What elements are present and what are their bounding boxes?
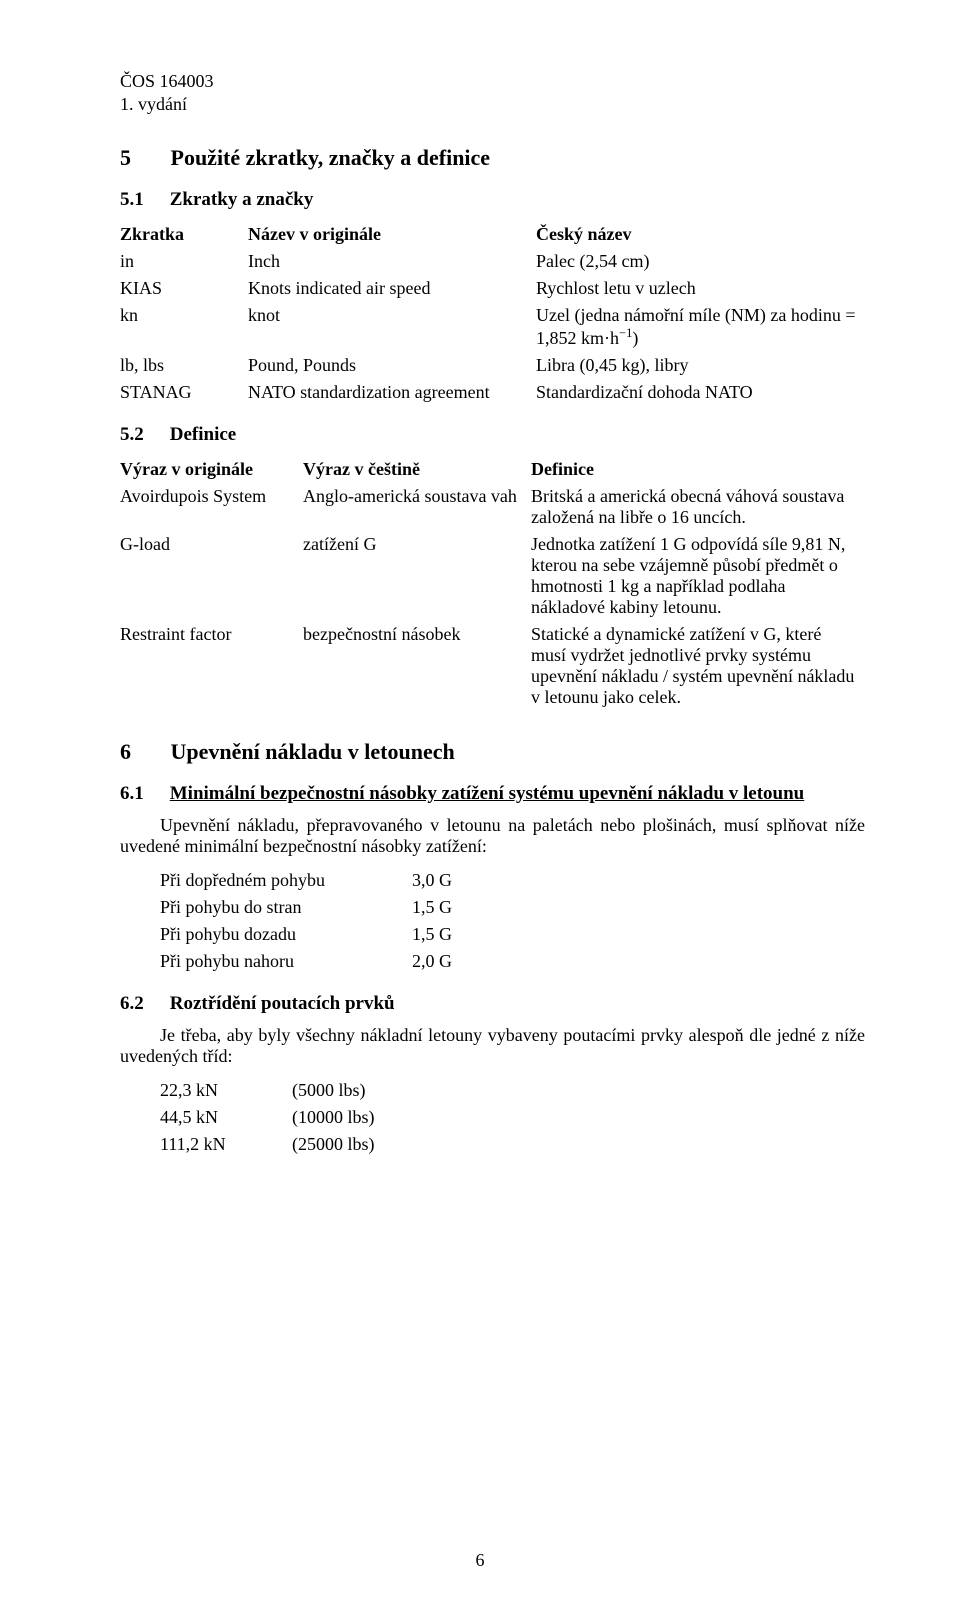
col-term-orig: Výraz v originále bbox=[120, 456, 303, 483]
doc-edition: 1. vydání bbox=[120, 93, 865, 116]
load-factors-list: Při dopředném pohybu 3,0 G Při pohybu do… bbox=[160, 867, 464, 975]
section-5-1-number: 5.1 bbox=[120, 189, 165, 211]
list-item: Při dopředném pohybu 3,0 G bbox=[160, 867, 464, 894]
cell-original: Inch bbox=[248, 248, 536, 275]
cell-definition: Statické a dynamické zatížení v G, které… bbox=[531, 621, 865, 711]
section-5-heading: 5 Použité zkratky, značky a definice bbox=[120, 145, 865, 171]
section-5-2-heading: 5.2 Definice bbox=[120, 424, 865, 446]
table-row: Restraint factor bezpečnostní násobek St… bbox=[120, 621, 865, 711]
table-row: in Inch Palec (2,54 cm) bbox=[120, 248, 865, 275]
col-czech: Český název bbox=[536, 221, 865, 248]
load-value: 3,0 G bbox=[412, 867, 464, 894]
list-item: 44,5 kN (10000 lbs) bbox=[160, 1104, 387, 1131]
page-number: 6 bbox=[0, 1550, 960, 1571]
cell-definition: Britská a americká obecná váhová soustav… bbox=[531, 483, 865, 531]
section-6-1-heading: 6.1 Minimální bezpečnostní násobky zatíž… bbox=[120, 783, 865, 805]
cell-czech: Uzel (jedna námořní míle (NM) za hodinu … bbox=[536, 302, 865, 352]
list-item: 22,3 kN (5000 lbs) bbox=[160, 1077, 387, 1104]
list-item: 111,2 kN (25000 lbs) bbox=[160, 1131, 387, 1158]
section-6-heading: 6 Upevnění nákladu v letounech bbox=[120, 739, 865, 765]
col-original: Název v originále bbox=[248, 221, 536, 248]
cell-term-cz: Anglo-americká soustava vah bbox=[303, 483, 531, 531]
cell-abbrev: lb, lbs bbox=[120, 352, 248, 379]
cell-czech: Libra (0,45 kg), libry bbox=[536, 352, 865, 379]
load-direction: Při pohybu nahoru bbox=[160, 948, 412, 975]
cell-abbrev: kn bbox=[120, 302, 248, 352]
section-6-number: 6 bbox=[120, 739, 165, 765]
cell-term-cz: zatížení G bbox=[303, 531, 531, 621]
cell-definition: Jednotka zatížení 1 G odpovídá síle 9,81… bbox=[531, 531, 865, 621]
table-row: Avoirdupois System Anglo-americká sousta… bbox=[120, 483, 865, 531]
abbrev-table: Zkratka Název v originále Český název in… bbox=[120, 221, 865, 406]
cell-czech: Standardizační dohoda NATO bbox=[536, 379, 865, 406]
section-6-2-title: Roztřídění poutacích prvků bbox=[170, 993, 395, 1014]
section-5-2-number: 5.2 bbox=[120, 424, 165, 446]
section-6-1-title: Minimální bezpečnostní násobky zatížení … bbox=[170, 783, 805, 804]
table-header-row: Výraz v originále Výraz v češtině Defini… bbox=[120, 456, 865, 483]
col-abbrev: Zkratka bbox=[120, 221, 248, 248]
class-lbs: (25000 lbs) bbox=[292, 1131, 387, 1158]
load-direction: Při pohybu dozadu bbox=[160, 921, 412, 948]
cell-term-orig: G-load bbox=[120, 531, 303, 621]
class-lbs: (5000 lbs) bbox=[292, 1077, 387, 1104]
list-item: Při pohybu nahoru 2,0 G bbox=[160, 948, 464, 975]
class-lbs: (10000 lbs) bbox=[292, 1104, 387, 1131]
section-6-2-heading: 6.2 Roztřídění poutacích prvků bbox=[120, 993, 865, 1015]
tiedown-classes-list: 22,3 kN (5000 lbs) 44,5 kN (10000 lbs) 1… bbox=[160, 1077, 387, 1158]
cell-czech: Rychlost letu v uzlech bbox=[536, 275, 865, 302]
section-5-number: 5 bbox=[120, 145, 165, 171]
cell-abbrev: STANAG bbox=[120, 379, 248, 406]
load-value: 2,0 G bbox=[412, 948, 464, 975]
section-6-1-number: 6.1 bbox=[120, 783, 165, 805]
superscript-exp: −1 bbox=[619, 326, 632, 340]
col-definition: Definice bbox=[531, 456, 865, 483]
list-item: Při pohybu dozadu 1,5 G bbox=[160, 921, 464, 948]
section-6-title: Upevnění nákladu v letounech bbox=[171, 739, 455, 764]
cell-abbrev: KIAS bbox=[120, 275, 248, 302]
section-5-1-title: Zkratky a značky bbox=[170, 189, 314, 210]
page-container: ČOS 164003 1. vydání 5 Použité zkratky, … bbox=[0, 0, 960, 1611]
table-row: kn knot Uzel (jedna námořní míle (NM) za… bbox=[120, 302, 865, 352]
table-row: G-load zatížení G Jednotka zatížení 1 G … bbox=[120, 531, 865, 621]
table-row: lb, lbs Pound, Pounds Libra (0,45 kg), l… bbox=[120, 352, 865, 379]
class-kn: 111,2 kN bbox=[160, 1131, 292, 1158]
cell-original: knot bbox=[248, 302, 536, 352]
list-item: Při pohybu do stran 1,5 G bbox=[160, 894, 464, 921]
table-row: KIAS Knots indicated air speed Rychlost … bbox=[120, 275, 865, 302]
section-6-2-number: 6.2 bbox=[120, 993, 165, 1015]
cell-czech: Palec (2,54 cm) bbox=[536, 248, 865, 275]
cell-original: Knots indicated air speed bbox=[248, 275, 536, 302]
doc-code: ČOS 164003 bbox=[120, 70, 865, 93]
table-row: STANAG NATO standardization agreement St… bbox=[120, 379, 865, 406]
section-5-2-title: Definice bbox=[170, 424, 236, 445]
section-6-2-paragraph: Je třeba, aby byly všechny nákladní leto… bbox=[120, 1025, 865, 1067]
load-direction: Při dopředném pohybu bbox=[160, 867, 412, 894]
col-term-cz: Výraz v češtině bbox=[303, 456, 531, 483]
document-header: ČOS 164003 1. vydání bbox=[120, 70, 865, 117]
cell-term-orig: Restraint factor bbox=[120, 621, 303, 711]
class-kn: 44,5 kN bbox=[160, 1104, 292, 1131]
load-value: 1,5 G bbox=[412, 894, 464, 921]
cell-original: Pound, Pounds bbox=[248, 352, 536, 379]
section-6-1-paragraph: Upevnění nákladu, přepravovaného v letou… bbox=[120, 815, 865, 857]
section-5-1-heading: 5.1 Zkratky a značky bbox=[120, 189, 865, 211]
cell-term-cz: bezpečnostní násobek bbox=[303, 621, 531, 711]
table-header-row: Zkratka Název v originále Český název bbox=[120, 221, 865, 248]
cell-original: NATO standardization agreement bbox=[248, 379, 536, 406]
load-direction: Při pohybu do stran bbox=[160, 894, 412, 921]
class-kn: 22,3 kN bbox=[160, 1077, 292, 1104]
definitions-table: Výraz v originále Výraz v češtině Defini… bbox=[120, 456, 865, 711]
section-5-title: Použité zkratky, značky a definice bbox=[171, 145, 491, 170]
cell-term-orig: Avoirdupois System bbox=[120, 483, 303, 531]
load-value: 1,5 G bbox=[412, 921, 464, 948]
cell-abbrev: in bbox=[120, 248, 248, 275]
